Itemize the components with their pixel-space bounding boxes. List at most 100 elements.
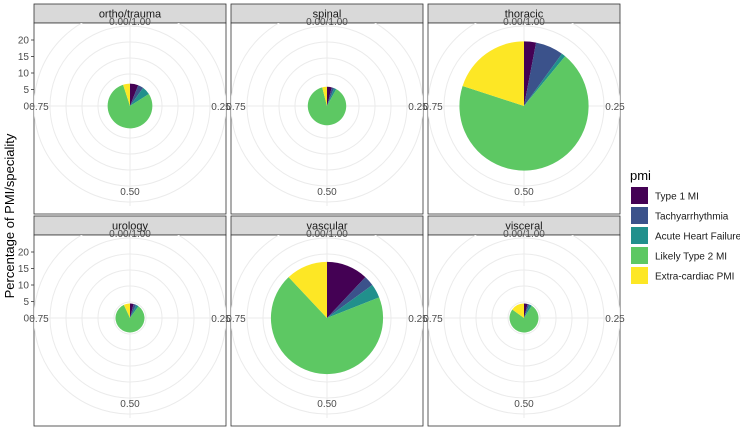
legend-swatch xyxy=(631,267,648,284)
angle-label-top: 0.00/1.00 xyxy=(306,17,348,28)
slice-type-1-mi xyxy=(130,303,134,318)
legend-swatch xyxy=(631,247,648,264)
slice-tachyarrhythmia xyxy=(130,85,144,106)
slice-type-1-mi xyxy=(524,41,537,106)
polar-grid xyxy=(34,235,226,418)
legend-item-likely-type-2-mi: Likely Type 2 MI xyxy=(631,247,727,264)
angle-label-left: 0.75 xyxy=(423,314,443,325)
slice-likely-type-2-mi xyxy=(115,304,145,333)
pie xyxy=(270,261,384,375)
legend-label: Acute Heart Failure xyxy=(655,232,740,243)
y-tick-label: 15 xyxy=(18,52,30,63)
pie xyxy=(307,86,347,126)
strip-label: visceral xyxy=(505,221,542,233)
slice-tachyarrhythmia xyxy=(130,303,137,318)
angle-label-left: 0.75 xyxy=(423,102,443,113)
angle-label-bottom: 0.50 xyxy=(120,399,140,410)
angle-label-right: 0.25 xyxy=(605,102,625,113)
strip-label: ortho/trauma xyxy=(99,9,162,21)
slice-acute-heart-failure xyxy=(130,87,149,106)
strip-label: spinal xyxy=(313,9,342,21)
angle-label-right: 0.25 xyxy=(605,314,625,325)
pie xyxy=(459,41,589,171)
y-tick-label: 15 xyxy=(18,264,30,275)
legend-label: Type 1 MI xyxy=(655,192,699,203)
slice-type-1-mi xyxy=(524,303,528,318)
angle-label-top: 0.00/1.00 xyxy=(306,229,348,240)
legend-item-acute-heart-failure: Acute Heart Failure xyxy=(631,227,740,244)
slice-type-1-mi xyxy=(327,86,332,106)
legend-item-extra-cardiac-pmi: Extra-cardiac PMI xyxy=(631,267,734,284)
angle-label-right: 0.25 xyxy=(211,102,231,113)
slice-likely-type-2-mi xyxy=(107,84,153,129)
angle-label-left: 0.75 xyxy=(226,102,246,113)
facet-panels: ortho/trauma0.00/1.000.250.500.750510152… xyxy=(18,3,625,427)
angle-label-bottom: 0.50 xyxy=(120,187,140,198)
legend-swatch xyxy=(631,187,648,204)
angle-label-left: 0.75 xyxy=(29,102,49,113)
y-tick-label: 10 xyxy=(18,281,30,292)
slice-acute-heart-failure xyxy=(327,285,380,318)
slice-tachyarrhythmia xyxy=(524,303,530,318)
legend-label: Extra-cardiac PMI xyxy=(655,272,734,283)
pie xyxy=(107,83,153,129)
y-tick-label: 5 xyxy=(23,85,29,96)
angle-label-top: 0.00/1.00 xyxy=(503,229,545,240)
angle-label-bottom: 0.50 xyxy=(317,187,337,198)
slice-tachyarrhythmia xyxy=(524,42,562,106)
angle-label-bottom: 0.50 xyxy=(514,187,534,198)
strip-label: thoracic xyxy=(505,9,544,21)
slice-tachyarrhythmia xyxy=(327,277,373,318)
angle-label-top: 0.00/1.00 xyxy=(109,229,151,240)
slice-extra-cardiac-pmi xyxy=(322,86,327,106)
polar-grid xyxy=(428,235,620,418)
legend-swatch xyxy=(631,207,648,224)
slice-tachyarrhythmia xyxy=(327,87,335,106)
legend-title: pmi xyxy=(630,168,651,183)
pie xyxy=(509,303,539,333)
angle-label-top: 0.00/1.00 xyxy=(109,17,151,28)
angle-label-right: 0.25 xyxy=(408,314,428,325)
legend-label: Likely Type 2 MI xyxy=(655,252,727,263)
slice-acute-heart-failure xyxy=(524,304,532,318)
angle-label-left: 0.75 xyxy=(29,314,49,325)
y-tick-label: 0 xyxy=(23,102,29,113)
angle-label-left: 0.75 xyxy=(226,314,246,325)
strip-label: vascular xyxy=(307,221,348,233)
slice-acute-heart-failure xyxy=(524,53,566,106)
legend-swatch xyxy=(631,227,648,244)
slice-extra-cardiac-pmi xyxy=(288,261,327,318)
slice-acute-heart-failure xyxy=(327,88,337,106)
angle-label-right: 0.25 xyxy=(211,314,231,325)
slice-extra-cardiac-pmi xyxy=(462,41,524,106)
slice-type-1-mi xyxy=(130,83,139,106)
y-tick-label: 5 xyxy=(23,297,29,308)
y-axis-title: Percentage of PMI/speciality xyxy=(2,133,17,298)
legend-item-type-1-mi: Type 1 MI xyxy=(631,187,699,204)
slice-extra-cardiac-pmi xyxy=(512,303,524,318)
angle-label-bottom: 0.50 xyxy=(317,399,337,410)
slice-extra-cardiac-pmi xyxy=(123,303,130,318)
pie xyxy=(115,303,145,333)
strip-label: urology xyxy=(112,221,149,233)
y-tick-label: 0 xyxy=(23,314,29,325)
angle-label-right: 0.25 xyxy=(408,102,428,113)
slice-likely-type-2-mi xyxy=(270,277,384,375)
slice-type-1-mi xyxy=(327,261,366,318)
y-tick-label: 20 xyxy=(18,36,30,47)
y-tick-label: 10 xyxy=(18,69,30,80)
slice-likely-type-2-mi xyxy=(459,56,589,171)
angle-label-top: 0.00/1.00 xyxy=(503,17,545,28)
legend-label: Tachyarrhythmia xyxy=(655,212,729,223)
legend: pmi Type 1 MI Tachyarrhythmia Acute Heart … xyxy=(630,168,740,284)
slice-likely-type-2-mi xyxy=(307,87,347,126)
legend-item-tachyarrhythmia: Tachyarrhythmia xyxy=(631,207,729,224)
y-tick-label: 20 xyxy=(18,248,30,259)
